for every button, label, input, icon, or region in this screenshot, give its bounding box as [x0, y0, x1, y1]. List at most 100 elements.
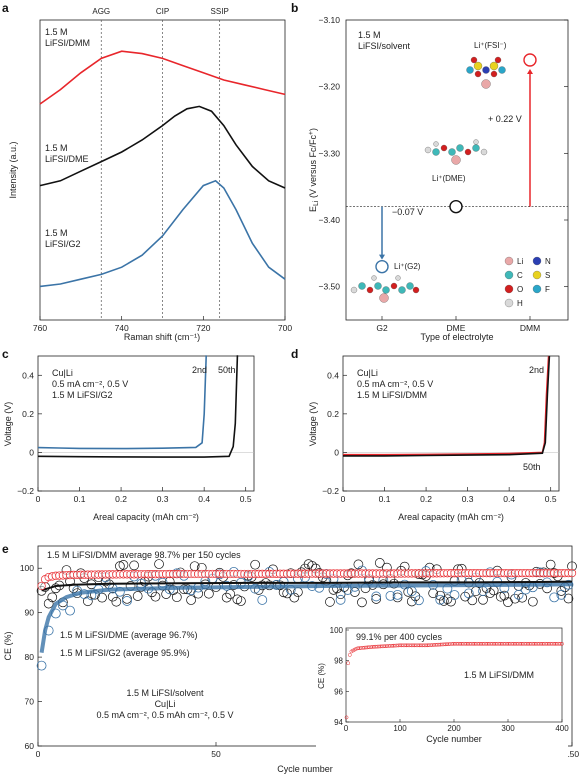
dme-ce-point — [495, 591, 506, 602]
series-label-0: LiFSI/DMM — [45, 38, 90, 48]
y-tick-label: 60 — [25, 741, 35, 751]
g2-ce-point — [513, 589, 524, 600]
atom-legend: Li N C S O F H — [504, 256, 551, 308]
dme-ce-point — [296, 567, 307, 578]
atom — [433, 141, 439, 147]
atom — [482, 66, 490, 74]
inset-annotation: 99.1% per 400 cycles — [356, 632, 443, 642]
dme-ce-point — [410, 591, 421, 602]
annotation-line: 0.5 mA cm⁻², 0.5 V — [52, 379, 128, 389]
g2-ce-point — [179, 570, 189, 581]
dme-ce-point — [129, 560, 139, 571]
point-label-2: Li⁺(FSI⁻) — [474, 41, 507, 50]
dme-ce-point — [171, 592, 182, 603]
series-label-1: 1.5 M — [45, 143, 68, 153]
inset-x-tick-label: 100 — [393, 724, 407, 733]
g2-ce-point — [150, 570, 161, 581]
atom — [480, 148, 488, 156]
dme-ce-point — [485, 588, 495, 598]
atom — [490, 70, 498, 78]
panel-a-series: AGG CIP SSIP — [39, 7, 286, 320]
atom — [424, 146, 432, 154]
dme-ce-point — [107, 591, 118, 602]
dme-ce-point — [150, 591, 161, 602]
dme-ce-point — [510, 593, 520, 604]
y-tick-label: 0 — [29, 447, 34, 457]
atom — [379, 293, 389, 303]
panel-b-xlabel: Type of electrolyte — [420, 332, 493, 342]
y-tick-label: −3.40 — [318, 215, 340, 225]
atom — [366, 286, 374, 294]
g2-ce-point — [65, 605, 75, 616]
inset-ce-point — [346, 661, 351, 666]
dme-ce-point — [282, 588, 293, 599]
dme-ce-point — [228, 580, 239, 590]
atom — [481, 79, 491, 89]
dme-ce-point — [307, 560, 317, 571]
atom — [473, 139, 479, 145]
dme-ce-point — [122, 593, 132, 604]
g2-ce-point — [506, 569, 517, 580]
cycle-label-2nd: 2nd — [192, 365, 207, 375]
inset-ylabel: CE (%) — [317, 663, 326, 689]
atom — [358, 282, 366, 290]
g2-ce-point — [122, 596, 132, 606]
panel-c-ylabel: Voltage (V) — [3, 402, 13, 447]
x-tick-label: 0 — [341, 494, 346, 504]
legend-atom-label: Li — [517, 257, 523, 266]
g2-ce-point — [36, 660, 47, 671]
x-tick-label: 0 — [36, 494, 41, 504]
atom — [489, 61, 499, 71]
dme-ce-trend — [41, 580, 573, 592]
voltage-curve-50th — [343, 355, 551, 457]
annotation-line: Cu|Li — [52, 368, 73, 378]
x-tick-label: 0.3 — [462, 494, 474, 504]
y-tick-label: 0.4 — [22, 370, 34, 380]
arrow-head-up — [527, 69, 533, 74]
cycle-label-50th: 50th — [523, 462, 541, 472]
legend-atom-s — [532, 270, 542, 280]
dme-ce-point — [442, 594, 453, 605]
y-tick-label: −3.50 — [318, 282, 340, 292]
data-point-g2 — [375, 259, 389, 274]
conditions-line: 0.5 mA cm⁻², 0.5 mAh cm⁻², 0.5 V — [96, 710, 233, 720]
panel-d-frame — [342, 355, 560, 492]
dme-ce-point — [371, 594, 382, 604]
x-tick-label: 0.2 — [420, 494, 432, 504]
panel-d-xlabel: Areal capacity (mAh cm⁻²) — [398, 512, 504, 522]
dme-ce-point — [499, 590, 510, 601]
reference-label-cip: CIP — [156, 7, 169, 16]
panel-b-frame — [345, 19, 569, 321]
y-tick-label: 90 — [25, 608, 35, 618]
g2-ce-point — [421, 566, 431, 576]
y-tick-label: −0.2 — [322, 486, 339, 496]
x-tick-label: G2 — [376, 323, 388, 333]
annotation-line: Cu|Li — [357, 368, 378, 378]
molecule-dme — [424, 139, 488, 165]
atom — [406, 282, 414, 290]
inset-ce-point — [560, 641, 564, 646]
dme-ce-point — [467, 595, 478, 606]
legend-atom-n — [532, 256, 542, 266]
dme-ce-point — [111, 596, 122, 607]
atom — [498, 66, 506, 74]
panel-b-annotation-line2: LiFSI/solvent — [358, 41, 411, 51]
atom — [440, 144, 448, 152]
x-tick-label: 0.5 — [545, 494, 557, 504]
legend-atom-f — [532, 284, 542, 294]
dme-ce-point — [225, 589, 236, 599]
series-label-dme: 1.5 M LiFSI/DME (average 96.7%) — [60, 630, 198, 640]
dme-ce-point — [567, 561, 577, 572]
atom — [494, 56, 502, 64]
dme-ce-point — [357, 597, 367, 608]
dme-ce-point — [164, 576, 175, 587]
g2-ce-point — [335, 594, 346, 605]
inset-xlabel: Cycle number — [426, 734, 482, 744]
legend-atom-label: N — [545, 257, 551, 266]
dme-ce-point — [549, 568, 560, 578]
conditions-line: 1.5 M LiFSI/solvent — [126, 688, 204, 698]
dmm-ce-point — [37, 581, 46, 591]
x-tick-label: 0 — [36, 749, 41, 759]
